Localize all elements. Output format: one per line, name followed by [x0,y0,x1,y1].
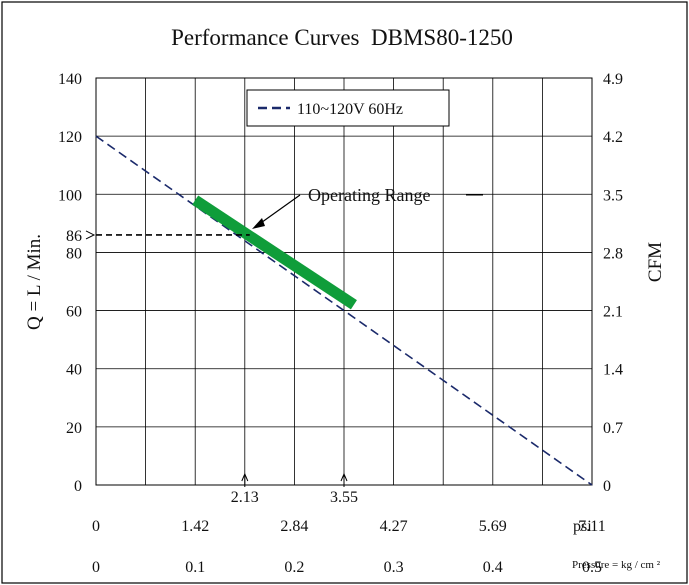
y-axis-ticks: 0 20 40 60 80 100 120 140 [58,71,82,495]
x-axis-psi-ticks: 0 1.42 2.84 4.27 5.69 7.11 [92,518,606,535]
chart-title: Performance Curves DBMS80-1250 [171,25,513,50]
legend: 110~120V 60Hz [246,89,450,127]
x-tick-label-psi: 1.42 [181,518,209,535]
y2-tick-label: 0 [603,478,611,495]
x-tick-label-psi: 7.11 [578,518,605,535]
legend-label: 110~120V 60Hz [297,101,403,118]
y2-tick-label: 4.2 [603,129,623,146]
operating-range-arrow [257,194,301,226]
operating-range-label: Operating Range [308,185,430,205]
x-tick-label-kgcm2: 0.4 [483,559,503,576]
y-axis-label: Q = L / Min. [24,234,45,330]
y2-tick-label: 4.9 [603,71,623,88]
y-tick-label: 140 [58,71,82,88]
y-tick-label: 120 [58,129,82,146]
pressure-unit-label: Pressure = kg / cm ² [572,559,661,571]
x-tick-label-kgcm2: 0.2 [284,559,304,576]
y-tick-label: 0 [74,478,82,495]
q-marker-label: 86 [66,228,82,245]
x-tick-label-psi: 4.27 [380,518,408,535]
y2-axis-label: CFM [645,242,666,282]
pressure-marker-label: 2.13 [231,489,259,506]
y-tick-label: 20 [66,420,82,437]
operating-range-arrowhead [252,218,265,229]
operating-range-bar [192,195,357,310]
y-tick-label: 80 [66,245,82,262]
y-tick-label: 60 [66,304,82,321]
x-tick-label-kgcm2: 0 [92,559,100,576]
y-tick-label: 100 [58,187,82,204]
y2-tick-label: 2.1 [603,304,623,321]
x-tick-label-kgcm2: 0.5 [582,559,602,576]
pressure-marker-label: 3.55 [330,489,358,506]
x-tick-label-psi: 2.84 [280,518,308,535]
pressure-marker-arrow [340,472,348,482]
x-tick-label-kgcm2: 0.3 [384,559,404,576]
pressure-marker-arrow [241,472,249,482]
y2-axis-ticks: 0 0.7 1.4 2.1 2.8 3.5 4.2 4.9 [603,71,623,495]
y2-tick-label: 3.5 [603,187,623,204]
y2-tick-label: 1.4 [603,362,623,379]
psi-unit-label: psi [573,518,592,535]
x-tick-label-psi: 5.69 [479,518,507,535]
q-marker-arrow [85,230,96,240]
x-tick-label-kgcm2: 0.1 [185,559,205,576]
y2-tick-label: 0.7 [603,420,623,437]
y-tick-label: 40 [66,362,82,379]
data-layer: 86 2.13 3.55 [66,135,593,506]
x-tick-label-psi: 0 [92,518,100,535]
y2-tick-label: 2.8 [603,245,623,262]
x-axis-kgcm2-ticks: 0 0.1 0.2 0.3 0.4 0.5 [92,559,602,576]
series-line [95,135,593,486]
